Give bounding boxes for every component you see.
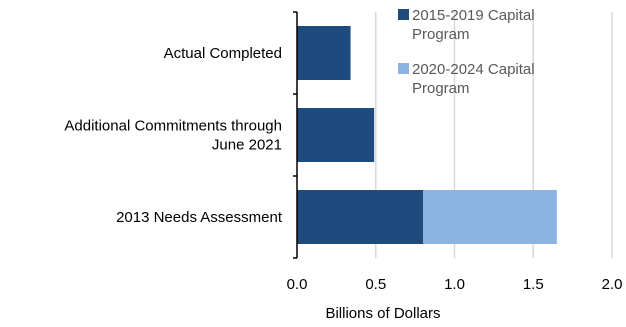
bars xyxy=(297,26,557,244)
x-tick-label: 1.0 xyxy=(444,276,465,293)
legend-swatch xyxy=(398,63,409,74)
x-tick-label: 2.0 xyxy=(602,276,623,293)
category-label: Actual Completed xyxy=(164,45,282,62)
legend: 2015-2019 Capital Program 2020-2024 Capita… xyxy=(398,7,535,97)
x-axis-title: Billions of Dollars xyxy=(325,305,440,322)
legend-entry: 2015-2019 Capital Program xyxy=(412,7,535,43)
bar-series-1-3 xyxy=(297,190,423,244)
category-label: Additional Commitments through June 2021 xyxy=(64,118,282,154)
category-label: 2013 Needs Assessment xyxy=(116,209,283,226)
x-tick-label: 0.0 xyxy=(287,276,308,293)
y-axis xyxy=(293,11,298,259)
legend-entry: 2020-2024 Capital Program xyxy=(412,61,535,97)
category-labels: Actual Completed Additional Commitments t… xyxy=(64,45,282,226)
bar-series-1-1 xyxy=(297,26,351,80)
bar-series-1-2 xyxy=(297,108,375,162)
x-tick-label: 1.5 xyxy=(523,276,544,293)
x-tick-label: 0.5 xyxy=(365,276,386,293)
legend-swatch xyxy=(398,9,409,20)
bar-series-2-3 xyxy=(423,190,557,244)
x-tick-labels: 0.0 0.5 1.0 1.5 2.0 xyxy=(287,276,623,293)
